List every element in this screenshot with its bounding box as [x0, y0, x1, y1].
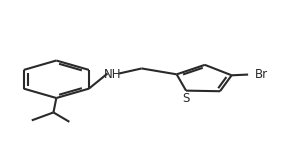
Text: S: S — [182, 92, 190, 105]
Text: Br: Br — [255, 68, 268, 81]
Text: NH: NH — [104, 69, 121, 81]
